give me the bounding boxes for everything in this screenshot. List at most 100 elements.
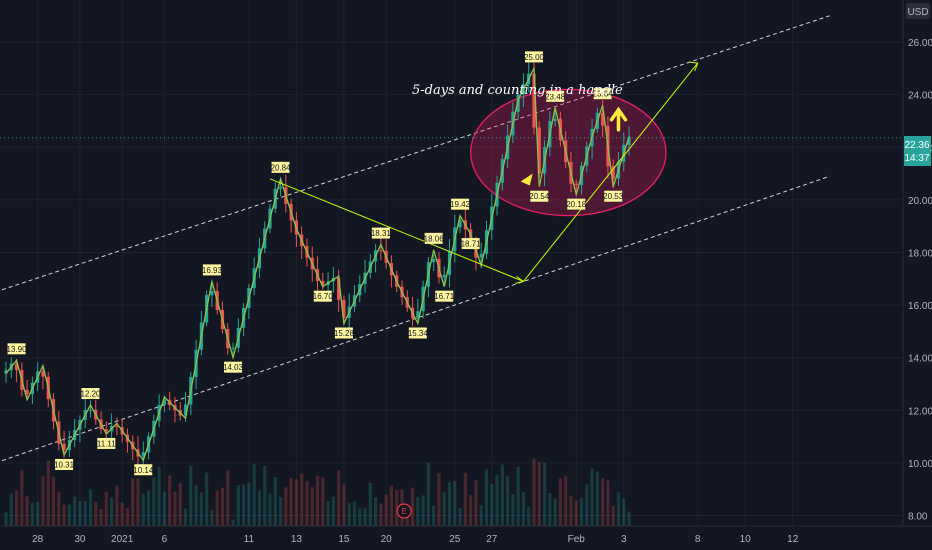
time-tick-label: 13 [291,534,303,545]
pivot-badge [604,190,623,202]
volume-bar [548,492,552,526]
volume-bar [120,502,124,526]
volume-bar [73,496,77,526]
volume-bar [305,480,309,526]
volume-bar [395,489,399,526]
last-price-marker: 22.36 14:37 [904,136,931,166]
volume-bar [421,495,425,526]
price-axis-panel [903,0,932,526]
volume-bar [210,510,214,526]
time-tick-label: 12 [787,534,799,545]
candle-body [278,187,283,189]
price-tick-label: 24.00 [908,91,932,102]
pivot-badge [435,290,454,302]
volume-bar [500,464,504,526]
projection-arrowhead [689,61,699,72]
pivot-badge [461,238,480,250]
volume-bar [558,478,562,526]
volume-bar [25,496,29,526]
drawn-lines [0,61,903,284]
candle-body [14,363,19,371]
candle-body [41,371,45,377]
pivot-label: 20.84 [271,163,292,172]
pivot-badge [7,343,26,355]
volume-bar [331,496,335,526]
pivot-badge [55,458,74,470]
volume-bar [342,484,346,526]
candle-body [574,183,578,185]
pivot-badge [408,327,427,339]
volume-bar [125,507,130,526]
pivot-label: 13.90 [7,345,28,354]
volume-bar [226,470,230,526]
candle-body [553,118,557,121]
countdown-label: 14:37 [904,153,929,164]
time-tick-label: 3 [621,534,627,545]
pivot-badge [81,388,100,400]
projection-line [523,62,699,282]
time-axis-panel [0,526,932,550]
volume-bar [432,505,436,526]
pivot-label: 10.31 [54,460,75,469]
annotations: 5-days and counting in a handle E [396,83,628,519]
volume-bar [611,506,615,526]
volume-bar [14,490,19,526]
volume-bar [627,511,631,526]
volume-bar [511,494,515,526]
volume-bar [62,504,66,526]
volume-bar [146,490,151,526]
price-tick-label: 20.00 [908,196,932,207]
currency-badge[interactable] [906,3,930,19]
volume-bar [574,500,578,526]
candle-body [321,280,325,285]
time-tick-label: 8 [695,534,701,545]
volume-bar [284,487,288,526]
volume-bar [484,469,489,526]
volume-bar [194,484,198,526]
earnings-event-icon[interactable] [396,503,412,519]
price-tick-label: 8.00 [908,511,928,522]
time-tick-label: 15 [338,534,350,545]
volume-bar [205,472,209,526]
volume-bar [310,487,314,526]
pivot-label: 19.42 [450,200,471,209]
volume-bar [622,498,626,526]
volume-bar [231,519,235,526]
earnings-event-label: E [401,507,406,516]
volume-bar [463,472,467,526]
pivot-badge [525,51,543,63]
handle-ellipse[interactable] [469,88,667,217]
candle-body [458,220,462,228]
volume-bar [590,468,594,526]
volume-bar [189,466,193,526]
volume-bar [199,492,203,526]
volume-bar [268,493,272,526]
pivot-label: 20.18 [566,200,587,209]
candle-body [210,290,214,296]
volume-bar [363,507,367,526]
volume-bar [115,485,119,526]
pivot-badge [271,161,290,173]
triangle-upper-line [269,178,524,282]
candle-body [162,399,166,406]
volume-bar [78,500,82,526]
candle-body [337,277,341,300]
volume-bar [410,487,415,526]
volume-bar [242,484,246,526]
handle-ellipse-layer [469,88,667,217]
volume-bar [379,503,383,526]
volume-bar [178,483,182,526]
volume-bar [152,477,156,526]
volume-bar [141,493,145,526]
volume-bar [347,503,351,526]
pivot-badge [134,464,153,476]
volume-bar [220,487,225,526]
pivot-badge [424,232,443,244]
pivot-badge [451,198,470,210]
volume-bar [321,477,325,526]
volume-bar [479,505,483,526]
price-tick-label: 12.00 [908,406,932,417]
volume-bar [4,512,8,526]
pivot-badge [567,198,586,210]
